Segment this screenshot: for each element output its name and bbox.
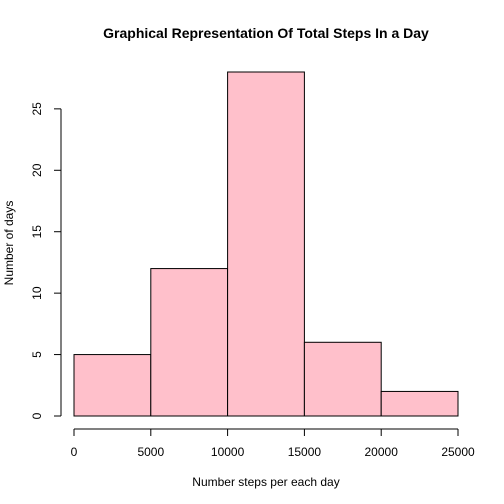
bars-group	[73, 71, 459, 417]
y-tick-label-4: 20	[30, 163, 44, 177]
x-tick-label-3: 15000	[288, 445, 322, 459]
x-tick-label-0: 0	[71, 445, 78, 459]
histogram-bar-4	[380, 390, 459, 417]
x-tick-label-4: 20000	[365, 445, 399, 459]
x-tick-label-1: 5000	[137, 445, 164, 459]
histogram-bar-2	[227, 71, 305, 417]
histogram-bar-1	[150, 268, 229, 417]
x-tick-label-5: 25000	[441, 445, 475, 459]
y-tick-label-5: 25	[30, 102, 44, 116]
y-tick-label-1: 5	[30, 351, 44, 358]
x-axis-label: Number steps per each day	[192, 475, 339, 489]
x-tick-label-2: 10000	[211, 445, 245, 459]
histogram-bar-0	[73, 354, 152, 417]
y-tick-label-3: 15	[30, 225, 44, 239]
y-tick-label-0: 0	[30, 412, 44, 419]
x-axis: 0 5000 10000 15000 20000 25000	[71, 428, 475, 459]
y-tick-label-2: 10	[30, 286, 44, 300]
chart-title: Graphical Representation Of Total Steps …	[103, 25, 429, 41]
y-axis-label: Number of days	[2, 201, 16, 286]
histogram-bar-3	[303, 341, 382, 417]
y-axis: 0 5 10 15 20 25	[30, 102, 62, 419]
